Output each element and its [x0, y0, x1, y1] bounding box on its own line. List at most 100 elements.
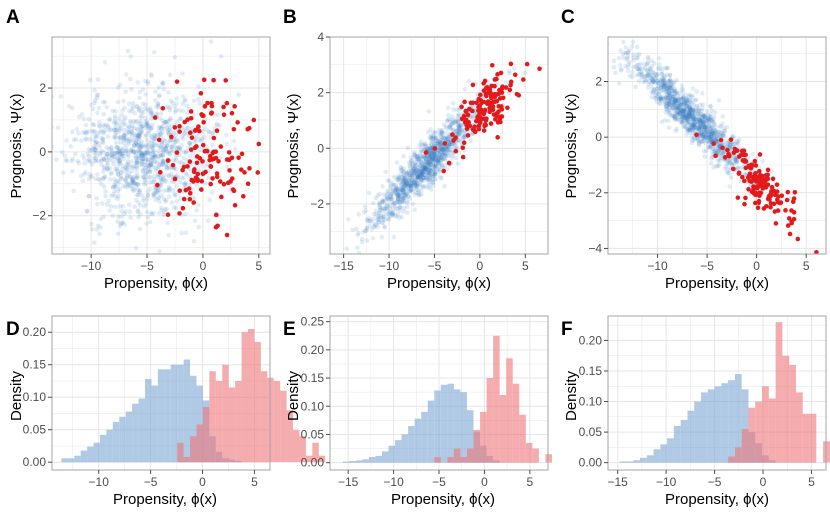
point-treated — [207, 153, 213, 159]
point-control — [437, 150, 443, 156]
point-control — [684, 132, 689, 137]
point-control — [148, 126, 154, 132]
point-control — [123, 148, 129, 154]
point-control — [411, 171, 417, 176]
point-control — [703, 127, 708, 133]
point-control — [679, 112, 685, 117]
point-control — [721, 150, 726, 156]
point-treated — [192, 128, 198, 133]
point-control — [111, 161, 117, 167]
point-control — [693, 107, 699, 113]
point-control — [704, 126, 710, 132]
point-control — [106, 198, 111, 203]
point-control — [128, 149, 134, 155]
point-control — [73, 151, 78, 157]
point-control — [685, 110, 691, 115]
point-control — [399, 167, 405, 173]
point-control — [454, 144, 459, 149]
point-control — [423, 166, 428, 172]
point-control — [145, 79, 151, 84]
point-control — [660, 84, 666, 90]
point-control — [395, 207, 400, 212]
point-control — [152, 154, 158, 160]
point-control — [696, 141, 702, 146]
point-control — [177, 146, 183, 152]
point-control — [665, 81, 671, 87]
point-control — [149, 211, 155, 217]
point-control — [183, 230, 189, 235]
point-treated — [792, 189, 798, 195]
point-control — [178, 179, 183, 185]
point-treated — [761, 176, 766, 182]
point-control — [695, 111, 701, 117]
point-control — [214, 121, 220, 127]
point-treated — [795, 236, 801, 242]
point-control — [696, 106, 701, 111]
point-treated — [242, 170, 247, 175]
point-control — [636, 66, 642, 72]
point-control — [730, 133, 735, 139]
point-control — [140, 87, 146, 92]
panel-b-letter: B — [283, 7, 297, 28]
point-control — [682, 101, 688, 107]
point-control — [704, 135, 710, 141]
point-control — [446, 153, 452, 158]
point-control — [163, 147, 169, 152]
point-control — [145, 193, 151, 198]
bar-treated — [748, 407, 756, 463]
point-treated — [516, 93, 522, 98]
y-tick-label: 0.10 — [23, 390, 47, 404]
point-control — [166, 188, 172, 194]
point-control — [183, 149, 189, 155]
point-control — [377, 211, 382, 216]
point-control — [699, 130, 705, 135]
point-control — [408, 188, 413, 193]
x-tick-label: −10 — [81, 259, 102, 273]
point-control — [432, 171, 438, 176]
point-control — [689, 114, 694, 119]
point-control — [421, 171, 426, 176]
point-control — [359, 236, 365, 242]
point-control — [711, 136, 716, 142]
point-control — [451, 107, 456, 112]
point-control — [735, 141, 741, 146]
point-control — [233, 146, 238, 152]
point-control — [425, 162, 430, 168]
point-control — [691, 128, 696, 133]
point-control — [103, 154, 109, 159]
point-control — [671, 102, 676, 107]
point-control — [115, 231, 121, 236]
point-control — [708, 126, 713, 131]
point-control — [700, 119, 705, 125]
point-control — [120, 163, 126, 169]
point-control — [695, 111, 701, 117]
point-control — [184, 125, 190, 131]
point-control — [702, 124, 708, 129]
point-control — [147, 151, 153, 156]
point-control — [364, 217, 370, 222]
point-control — [427, 175, 432, 181]
point-control — [431, 134, 436, 140]
point-control — [422, 159, 427, 164]
point-control — [149, 125, 155, 131]
point-control — [456, 123, 462, 128]
point-control — [662, 81, 667, 87]
point-control — [415, 174, 421, 180]
point-control — [423, 155, 428, 161]
point-control — [679, 114, 685, 120]
point-control — [173, 166, 179, 172]
point-control — [635, 66, 640, 72]
x-tick-label: 5 — [251, 475, 258, 489]
panel-e: E −15 −10 −5 0 50.000.050.100.150.200.25 Pro… — [283, 315, 552, 508]
point-control — [705, 138, 710, 144]
point-control — [672, 88, 678, 94]
point-control — [670, 104, 675, 109]
point-control — [681, 112, 687, 118]
point-control — [83, 122, 89, 128]
point-control — [102, 166, 107, 171]
point-control — [715, 129, 721, 134]
point-control — [441, 148, 447, 153]
point-treated — [201, 77, 207, 83]
point-control — [155, 143, 161, 149]
point-treated — [245, 181, 251, 187]
